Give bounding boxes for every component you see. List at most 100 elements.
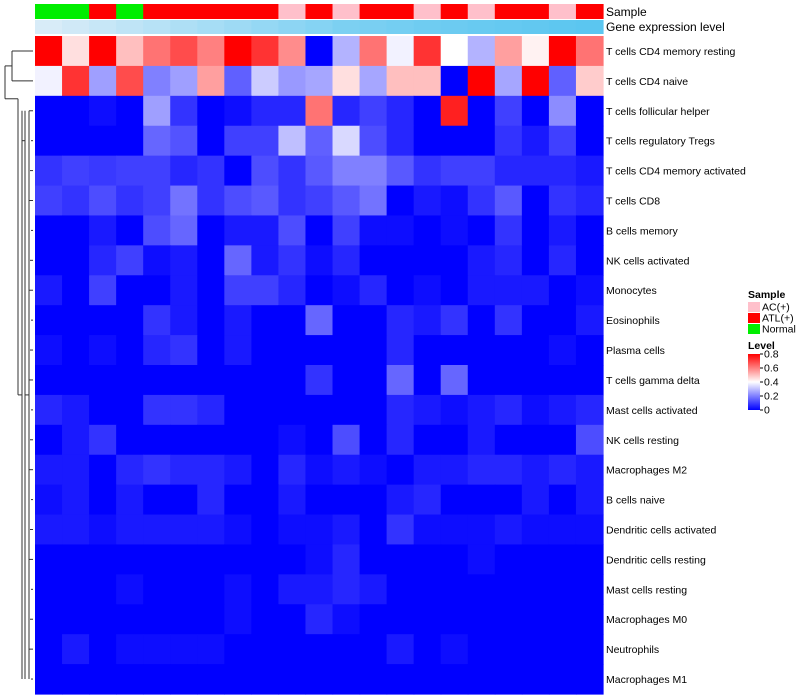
heatmap-cell: [116, 95, 144, 127]
heatmap-cell: [467, 454, 496, 486]
heatmap-cell: [224, 454, 252, 486]
sample-annotation-cell: [305, 4, 334, 19]
heatmap-cell: [251, 604, 280, 635]
heatmap-cell: [251, 544, 280, 575]
expression-annotation-cell: [548, 20, 577, 34]
sample-annotation-cell: [575, 4, 604, 19]
legend-level-title: Level: [748, 340, 775, 352]
heatmap-cell: [548, 365, 577, 396]
heatmap-cell: [413, 484, 442, 516]
heatmap-cell: [305, 664, 334, 695]
heatmap-cell: [251, 424, 280, 456]
expression-annotation-cell: [305, 20, 334, 34]
heatmap-cell: [386, 245, 415, 276]
heatmap-cell: [62, 185, 90, 217]
heatmap-cell: [170, 125, 198, 157]
legend-tick-label: 0: [764, 405, 770, 417]
heatmap-cell: [62, 604, 90, 635]
sample-annotation-cell: [332, 4, 361, 19]
heatmap-cell: [548, 155, 577, 187]
heatmap-cell: [440, 215, 469, 246]
heatmap-cell: [143, 365, 171, 396]
heatmap-cell: [278, 245, 307, 276]
heatmap-cell: [413, 245, 442, 276]
sample-annotation-cell: [278, 4, 307, 19]
heatmap-cell: [62, 335, 90, 366]
heatmap-cell: [548, 185, 577, 217]
heatmap-cell: [386, 365, 415, 396]
heatmap-cell: [251, 664, 280, 695]
heatmap-cell: [62, 155, 90, 187]
heatmap-cell: [413, 335, 442, 366]
heatmap-cell: [35, 36, 63, 67]
heatmap-cell: [116, 544, 144, 575]
heatmap-cell: [467, 394, 496, 426]
expression-annotation-cell: [143, 20, 171, 34]
heatmap-cell: [251, 275, 280, 306]
heatmap-cell: [278, 365, 307, 396]
heatmap-cell: [332, 215, 361, 246]
heatmap-cell: [224, 335, 252, 366]
heatmap-cell: [494, 365, 523, 396]
heatmap-cell: [35, 365, 63, 396]
heatmap-cell: [197, 36, 225, 67]
heatmap-cell: [170, 305, 198, 336]
row-label: T cells CD8: [606, 196, 660, 208]
heatmap-cell: [116, 484, 144, 516]
heatmap-cell: [386, 664, 415, 695]
heatmap-cell: [62, 245, 90, 276]
heatmap-cell: [413, 65, 442, 97]
heatmap-cell: [251, 634, 280, 665]
heatmap-cell: [197, 185, 225, 217]
heatmap-cell: [440, 484, 469, 516]
heatmap-cell: [359, 424, 388, 456]
heatmap-cell: [332, 604, 361, 635]
heatmap-cell: [197, 394, 225, 426]
heatmap-cell: [35, 544, 63, 575]
heatmap-cell: [548, 484, 577, 516]
heatmap-cell: [521, 544, 550, 575]
heatmap-cell: [89, 574, 117, 605]
heatmap-cell: [521, 36, 550, 67]
heatmap-cell: [170, 36, 198, 67]
row-label: T cells CD4 memory resting: [606, 46, 735, 58]
heatmap-cell: [35, 604, 63, 635]
heatmap-cell: [143, 634, 171, 665]
heatmap-cell: [305, 185, 334, 217]
heatmap-cell: [116, 245, 144, 276]
legend-swatch: [748, 324, 760, 334]
heatmap-cell: [332, 65, 361, 97]
heatmap-cell: [386, 125, 415, 157]
heatmap-cell: [575, 484, 604, 516]
expression-annotation-cell: [332, 20, 361, 34]
heatmap-cell: [143, 514, 171, 546]
sample-annotation-cell: [494, 4, 523, 19]
heatmap-cell: [224, 185, 252, 217]
heatmap-cell: [413, 424, 442, 456]
heatmap-cell: [278, 604, 307, 635]
heatmap-cell: [521, 215, 550, 246]
heatmap-cell: [575, 125, 604, 157]
heatmap-cell: [251, 36, 280, 67]
heatmap-cell: [224, 305, 252, 336]
heatmap-cell: [278, 185, 307, 217]
heatmap-cell: [143, 275, 171, 306]
heatmap-cell: [467, 365, 496, 396]
row-label: Mast cells activated: [606, 405, 698, 417]
heatmap-cell: [224, 634, 252, 665]
heatmap-cell: [89, 215, 117, 246]
legend-tick-label: 0.4: [764, 377, 779, 389]
heatmap-cell: [494, 484, 523, 516]
heatmap-cell: [386, 394, 415, 426]
heatmap-cell: [521, 514, 550, 546]
heatmap-cell: [89, 245, 117, 276]
heatmap-cell: [521, 335, 550, 366]
heatmap-cell: [224, 424, 252, 456]
heatmap-cell: [224, 574, 252, 605]
heatmap-cell: [440, 604, 469, 635]
heatmap-cell: [35, 215, 63, 246]
heatmap-cell: [467, 65, 496, 97]
heatmap-cell: [197, 335, 225, 366]
heatmap-cell: [35, 335, 63, 366]
